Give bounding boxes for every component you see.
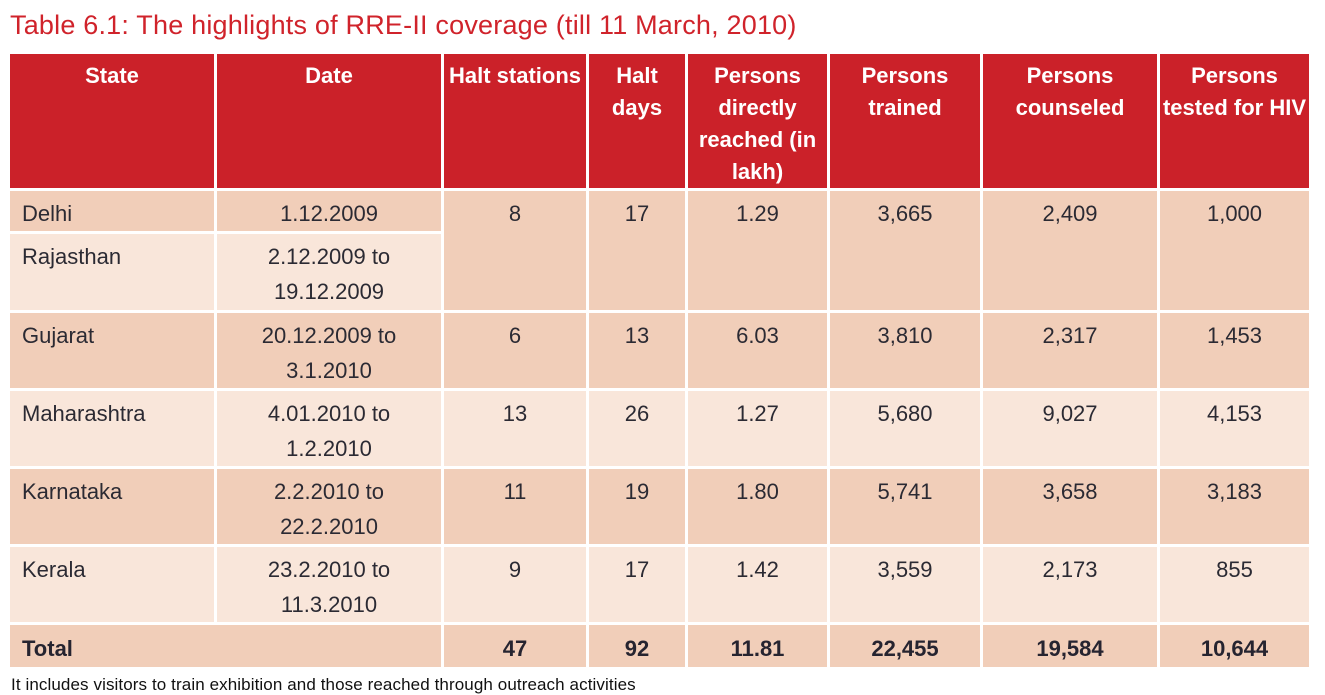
persons-trained-cell: 3,665 <box>830 191 980 310</box>
table-footnote: It includes visitors to train exhibition… <box>11 675 636 694</box>
table-row-rajasthan: Rajasthan 2.12.2009 to 19.12.2009 <box>10 234 1309 310</box>
table-row-karnataka: Karnataka 2.2.2010 to 22.2.2010 11 19 1.… <box>10 469 1309 544</box>
persons-reached-cell: 6.03 <box>688 313 827 388</box>
state-cell: Maharashtra <box>10 391 214 466</box>
persons-tested-cell: 855 <box>1160 547 1309 622</box>
halt-stations-cell: 11 <box>444 469 586 544</box>
table-row-maharashtra: Maharashtra 4.01.2010 to 1.2.2010 13 26 … <box>10 391 1309 466</box>
column-header-state: State <box>10 54 214 188</box>
total-persons-counseled-cell: 19,584 <box>983 625 1157 667</box>
persons-tested-cell: 1,000 <box>1160 191 1309 310</box>
halt-days-cell: 26 <box>589 391 685 466</box>
column-header-persons-tested: Persons tested for HIV <box>1160 54 1309 188</box>
persons-reached-cell: 1.80 <box>688 469 827 544</box>
column-header-persons-counseled: Persons counseled <box>983 54 1157 188</box>
state-cell: Karnataka <box>10 469 214 544</box>
date-cell: 23.2.2010 to 11.3.2010 <box>217 547 441 622</box>
date-cell: 4.01.2010 to 1.2.2010 <box>217 391 441 466</box>
state-cell: Rajasthan <box>10 234 214 310</box>
state-cell: Kerala <box>10 547 214 622</box>
date-cell: 1.12.2009 <box>217 191 441 231</box>
state-cell: Gujarat <box>10 313 214 388</box>
table-row-total: Total 47 92 11.81 22,455 19,584 10,644 <box>10 625 1309 667</box>
persons-counseled-cell: 2,173 <box>983 547 1157 622</box>
persons-tested-cell: 1,453 <box>1160 313 1309 388</box>
persons-reached-cell: 1.42 <box>688 547 827 622</box>
table-row-kerala: Kerala 23.2.2010 to 11.3.2010 9 17 1.42 … <box>10 547 1309 622</box>
total-persons-trained-cell: 22,455 <box>830 625 980 667</box>
date-cell: 20.12.2009 to 3.1.2010 <box>217 313 441 388</box>
persons-counseled-cell: 2,317 <box>983 313 1157 388</box>
column-header-persons-reached: Persons directly reached (in lakh) <box>688 54 827 188</box>
column-header-date: Date <box>217 54 441 188</box>
persons-trained-cell: 5,741 <box>830 469 980 544</box>
halt-days-cell: 17 <box>589 191 685 310</box>
persons-trained-cell: 3,559 <box>830 547 980 622</box>
total-halt-stations-cell: 47 <box>444 625 586 667</box>
table-title: Table 6.1: The highlights of RRE-II cove… <box>10 10 797 40</box>
halt-stations-cell: 8 <box>444 191 586 310</box>
column-header-halt-days: Halt days <box>589 54 685 188</box>
persons-reached-cell: 1.29 <box>688 191 827 310</box>
column-header-halt-stations: Halt stations <box>444 54 586 188</box>
persons-reached-cell: 1.27 <box>688 391 827 466</box>
persons-trained-cell: 3,810 <box>830 313 980 388</box>
column-header-persons-trained: Persons trained <box>830 54 980 188</box>
halt-days-cell: 17 <box>589 547 685 622</box>
date-cell: 2.12.2009 to 19.12.2009 <box>217 234 441 310</box>
persons-tested-cell: 3,183 <box>1160 469 1309 544</box>
table-row-delhi: Delhi 1.12.2009 8 17 1.29 3,665 2,409 1,… <box>10 191 1309 310</box>
persons-tested-cell: 4,153 <box>1160 391 1309 466</box>
halt-days-cell: 13 <box>589 313 685 388</box>
total-persons-tested-cell: 10,644 <box>1160 625 1309 667</box>
halt-stations-cell: 9 <box>444 547 586 622</box>
persons-counseled-cell: 2,409 <box>983 191 1157 310</box>
total-halt-days-cell: 92 <box>589 625 685 667</box>
header-row: State Date Halt stations Halt days Perso… <box>10 54 1309 188</box>
state-cell: Delhi <box>10 191 214 231</box>
total-persons-reached-cell: 11.81 <box>688 625 827 667</box>
coverage-table: State Date Halt stations Halt days Perso… <box>7 51 1312 670</box>
halt-days-cell: 19 <box>589 469 685 544</box>
halt-stations-cell: 13 <box>444 391 586 466</box>
persons-counseled-cell: 3,658 <box>983 469 1157 544</box>
table-row-gujarat: Gujarat 20.12.2009 to 3.1.2010 6 13 6.03… <box>10 313 1309 388</box>
persons-trained-cell: 5,680 <box>830 391 980 466</box>
persons-counseled-cell: 9,027 <box>983 391 1157 466</box>
total-label-cell: Total <box>10 625 441 667</box>
date-cell: 2.2.2010 to 22.2.2010 <box>217 469 441 544</box>
halt-stations-cell: 6 <box>444 313 586 388</box>
